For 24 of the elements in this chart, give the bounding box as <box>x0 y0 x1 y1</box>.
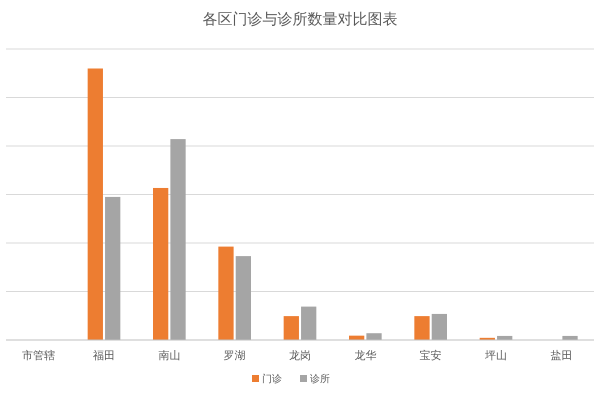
x-tick-label: 龙岗 <box>289 349 311 362</box>
x-tick-label: 龙华 <box>354 349 376 362</box>
bar <box>236 256 251 340</box>
x-tick-label: 盐田 <box>550 349 572 362</box>
x-tick-label: 市管辖 <box>22 349 56 362</box>
bar <box>432 314 447 340</box>
legend-label: 门诊 <box>262 373 282 385</box>
x-tick-label: 南山 <box>158 349 180 362</box>
bar <box>284 316 299 340</box>
legend-label: 诊所 <box>310 373 330 385</box>
bar <box>301 306 316 340</box>
bar <box>218 246 234 340</box>
x-tick-label: 坪山 <box>484 349 507 362</box>
x-tick-label: 罗湖 <box>224 349 246 362</box>
bar <box>105 196 120 340</box>
bar <box>170 139 186 340</box>
bar <box>366 333 382 340</box>
x-tick-label: 宝安 <box>420 349 442 362</box>
bar <box>414 316 430 340</box>
bar <box>349 336 364 340</box>
bar <box>88 68 103 340</box>
bar <box>153 188 168 340</box>
x-tick-label: 福田 <box>93 349 115 362</box>
chart-title: 各区门诊与诊所数量对比图表 <box>202 10 398 28</box>
